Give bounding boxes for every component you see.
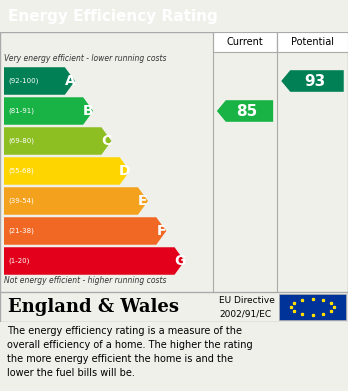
Bar xyxy=(277,32,348,52)
Text: EU Directive: EU Directive xyxy=(219,296,275,305)
Text: (55-68): (55-68) xyxy=(8,168,34,174)
Text: 85: 85 xyxy=(236,104,258,118)
Text: (92-100): (92-100) xyxy=(8,78,38,84)
Text: The energy efficiency rating is a measure of the
overall efficiency of a home. T: The energy efficiency rating is a measur… xyxy=(7,326,253,378)
Text: F: F xyxy=(157,224,166,238)
Text: Not energy efficient - higher running costs: Not energy efficient - higher running co… xyxy=(4,276,166,285)
Polygon shape xyxy=(217,100,273,122)
Text: Potential: Potential xyxy=(291,37,334,47)
Bar xyxy=(213,32,277,52)
Polygon shape xyxy=(4,187,148,215)
Text: D: D xyxy=(119,164,130,178)
Text: (69-80): (69-80) xyxy=(8,138,34,144)
Text: A: A xyxy=(64,74,75,88)
Bar xyxy=(279,294,346,320)
Text: 2002/91/EC: 2002/91/EC xyxy=(219,309,271,318)
Text: (39-54): (39-54) xyxy=(8,198,34,204)
Polygon shape xyxy=(281,70,344,92)
Polygon shape xyxy=(4,247,184,275)
Text: England & Wales: England & Wales xyxy=(8,298,179,316)
Text: Current: Current xyxy=(227,37,263,47)
Text: 93: 93 xyxy=(304,74,325,88)
Text: (1-20): (1-20) xyxy=(8,258,29,264)
Polygon shape xyxy=(4,67,75,95)
Polygon shape xyxy=(4,217,166,245)
Text: (81-91): (81-91) xyxy=(8,108,34,114)
Text: Very energy efficient - lower running costs: Very energy efficient - lower running co… xyxy=(4,54,166,63)
Text: C: C xyxy=(101,134,112,148)
Polygon shape xyxy=(4,97,93,125)
Text: B: B xyxy=(83,104,94,118)
Text: G: G xyxy=(174,254,185,268)
Text: (21-38): (21-38) xyxy=(8,228,34,234)
Text: E: E xyxy=(138,194,148,208)
Text: Energy Efficiency Rating: Energy Efficiency Rating xyxy=(8,9,218,23)
Polygon shape xyxy=(4,157,130,185)
Polygon shape xyxy=(4,127,111,155)
